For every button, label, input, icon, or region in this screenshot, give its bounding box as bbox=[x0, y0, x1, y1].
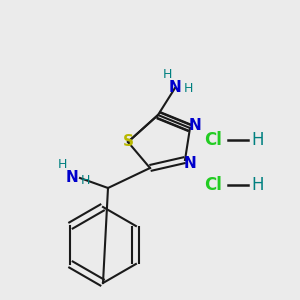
Text: H: H bbox=[183, 82, 193, 94]
Text: H: H bbox=[162, 68, 172, 80]
Text: H: H bbox=[57, 158, 67, 172]
Text: N: N bbox=[169, 80, 182, 95]
Text: N: N bbox=[184, 155, 196, 170]
Text: N: N bbox=[66, 170, 78, 185]
Text: S: S bbox=[122, 134, 134, 149]
Text: H: H bbox=[252, 176, 264, 194]
Text: Cl: Cl bbox=[204, 176, 222, 194]
Text: H: H bbox=[80, 175, 90, 188]
Text: Cl: Cl bbox=[204, 131, 222, 149]
Text: H: H bbox=[252, 131, 264, 149]
Text: N: N bbox=[189, 118, 201, 133]
